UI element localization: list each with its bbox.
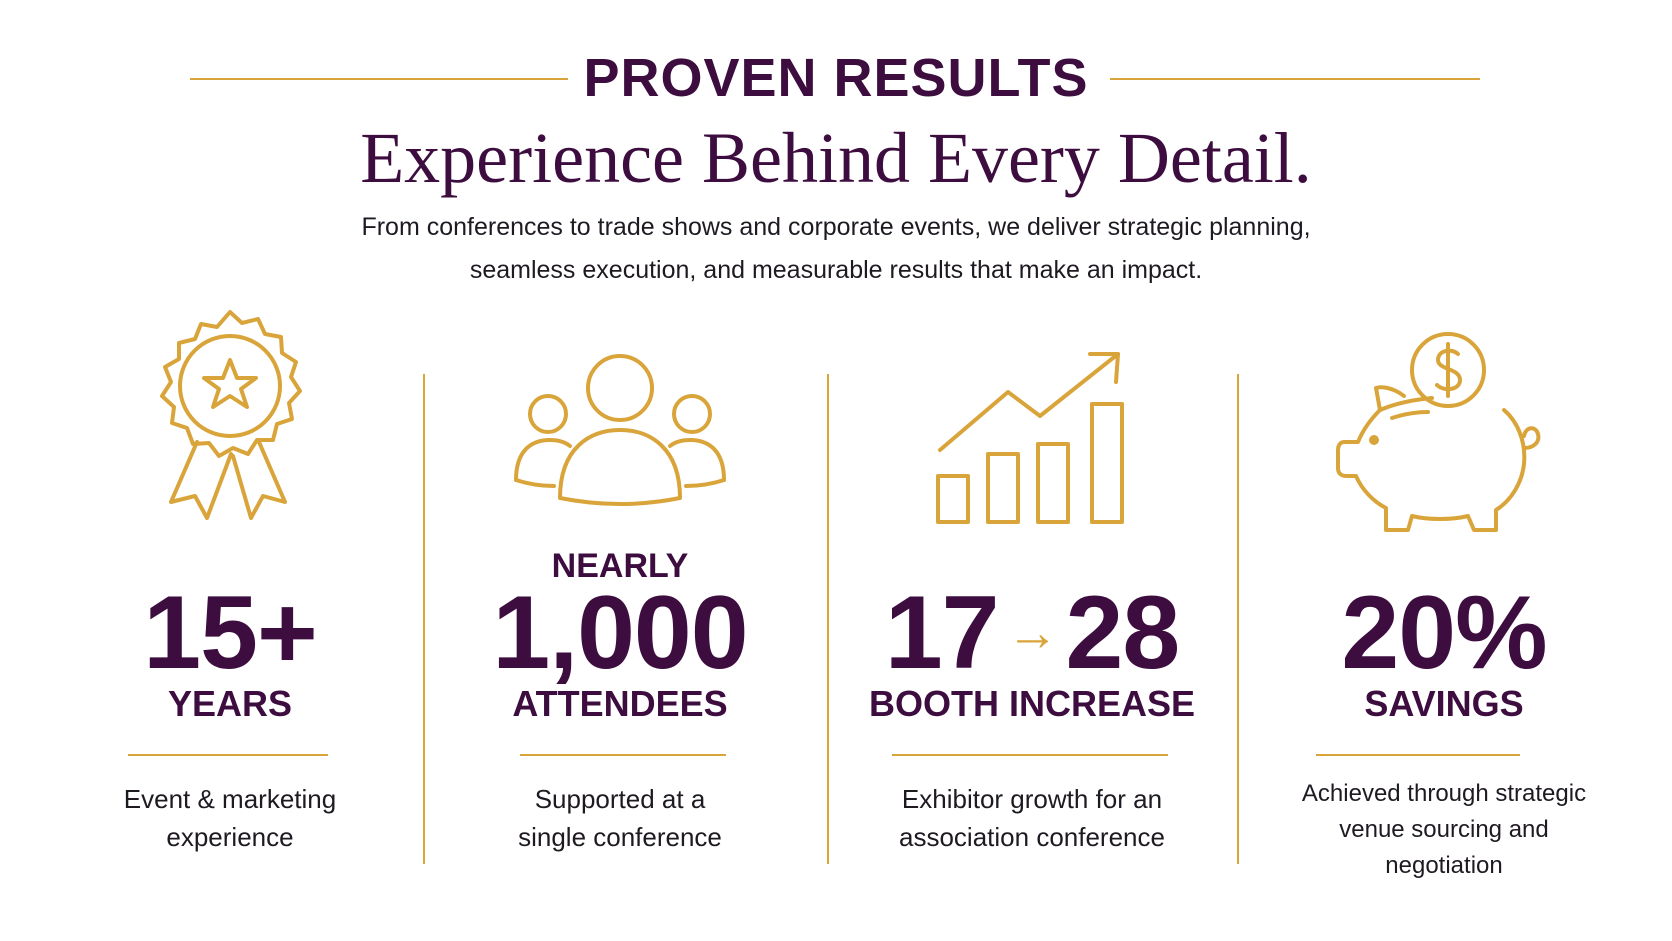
caption-line: venue sourcing and [1339,816,1549,843]
stat-caption: Exhibitor growth for an association conf… [832,780,1232,856]
stat-caption: Event & marketing experience [40,780,420,856]
stat-value: 20% [1341,575,1547,691]
lede-line: seamless execution, and measurable resul… [469,256,1203,284]
caption-line: Event & marketing [123,784,337,814]
stat-value-range: 17 →28 [832,578,1232,696]
stat-value-to: 28 [1065,575,1181,691]
eyebrow-rule-left [190,78,568,80]
people-group-icon [514,354,726,506]
stat-booth-increase: 17 →28 BOOTH INCREASE Exhibitor growth fo… [832,320,1232,920]
section-headline: Experience Behind Every Detail. [360,118,1312,198]
stat-caption: Achieved through strategic venue sourcin… [1244,776,1644,884]
stat-divider [423,374,425,864]
stat-value: 15+ [143,575,317,691]
piggy-bank-icon [1336,332,1541,532]
growth-chart-icon [936,352,1124,524]
caption-line: Achieved through strategic [1301,780,1587,807]
stat-savings: 20% SAVINGS Achieved through strategic v… [1244,320,1644,920]
section-eyebrow-row: PROVEN RESULTS [0,40,1672,110]
lede-line: From conferences to trade shows and corp… [361,213,1311,241]
caption-line: Exhibitor growth for an [901,784,1163,814]
stat-caption: Supported at a single conference [430,780,810,856]
stat-underline [892,754,1168,756]
stat-unit: BOOTH INCREASE [868,683,1196,724]
stat-unit: SAVINGS [1364,683,1524,724]
stat-divider [1237,374,1239,864]
stat-unit: ATTENDEES [512,683,728,724]
eyebrow-rule-right [1110,78,1480,80]
arrow-right-icon: → [1006,603,1059,662]
stat-years: 15+ YEARS Event & marketing experience [40,310,420,920]
stat-underline [1316,754,1520,756]
caption-line: Supported at a [534,784,706,814]
stat-underline [520,754,726,756]
stat-attendees: NEARLY 1,000 ATTENDEES Supported at a si… [430,320,810,920]
section-eyebrow: PROVEN RESULTS [583,48,1089,108]
caption-line: association conference [899,822,1165,852]
section-lede: From conferences to trade shows and corp… [236,206,1436,292]
stat-divider [827,374,829,864]
award-ribbon-icon [160,310,302,520]
stat-value: 1,000 [492,575,748,691]
caption-line: experience [166,822,294,852]
caption-line: negotiation [1385,852,1503,879]
stats-row: 15+ YEARS Event & marketing experience N… [0,310,1672,920]
stat-value-from: 17 [884,575,1000,691]
stat-unit: YEARS [167,683,293,724]
stat-underline [128,754,328,756]
caption-line: single conference [518,822,722,852]
stat-prefix: NEARLY [551,547,689,585]
